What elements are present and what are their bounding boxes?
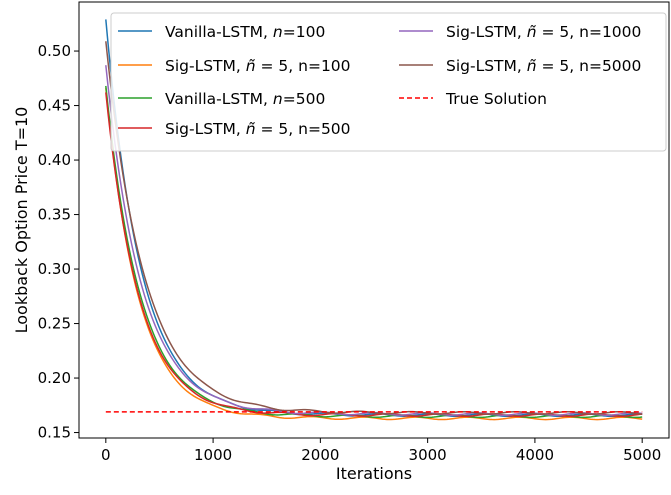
x-tick-label: 1000: [194, 446, 232, 464]
legend-label: Vanilla-LSTM, n=100: [165, 23, 325, 41]
x-tick-label: 3000: [409, 446, 447, 464]
series-line: [105, 41, 643, 415]
y-tick-label: 0.50: [38, 42, 71, 60]
legend-label: True Solution: [445, 90, 547, 108]
y-tick-label: 0.20: [38, 369, 71, 387]
legend-label: Sig-LSTM, ñ = 5, n=5000: [446, 57, 641, 75]
y-tick-label: 0.25: [38, 315, 71, 333]
x-tick-label: 0: [101, 446, 111, 464]
y-tick-label: 0.15: [38, 424, 71, 442]
y-tick-label: 0.30: [38, 260, 71, 278]
axis-layer: 0 1000 2000 3000 4000 5000 0.15 0.20 0.25 0.30 0.3…: [38, 42, 662, 464]
legend-label: Sig-LSTM, ñ = 5, n=100: [165, 57, 351, 75]
y-tick-label: 0.40: [38, 151, 71, 169]
series-layer: [105, 19, 643, 421]
legend: Vanilla-LSTM, n=100 Sig-LSTM, ñ = 5, n=10…: [110, 12, 667, 152]
y-tick-label: 0.45: [38, 97, 71, 115]
legend-label: Sig-LSTM, ñ = 5, n=1000: [446, 23, 641, 41]
legend-label: Vanilla-LSTM, n=500: [165, 90, 325, 108]
legend-box: [110, 12, 667, 152]
y-tick-label: 0.35: [38, 206, 71, 224]
y-axis-label: Lookback Option Price T=10: [12, 107, 31, 334]
plot-frame: [78, 1, 670, 439]
legend-label: Sig-LSTM, ñ = 5, n=500: [165, 120, 351, 138]
x-tick-label: 2000: [301, 446, 339, 464]
x-tick-label: 4000: [516, 446, 554, 464]
x-tick-label: 5000: [623, 446, 661, 464]
x-axis-label: Iterations: [336, 464, 412, 483]
